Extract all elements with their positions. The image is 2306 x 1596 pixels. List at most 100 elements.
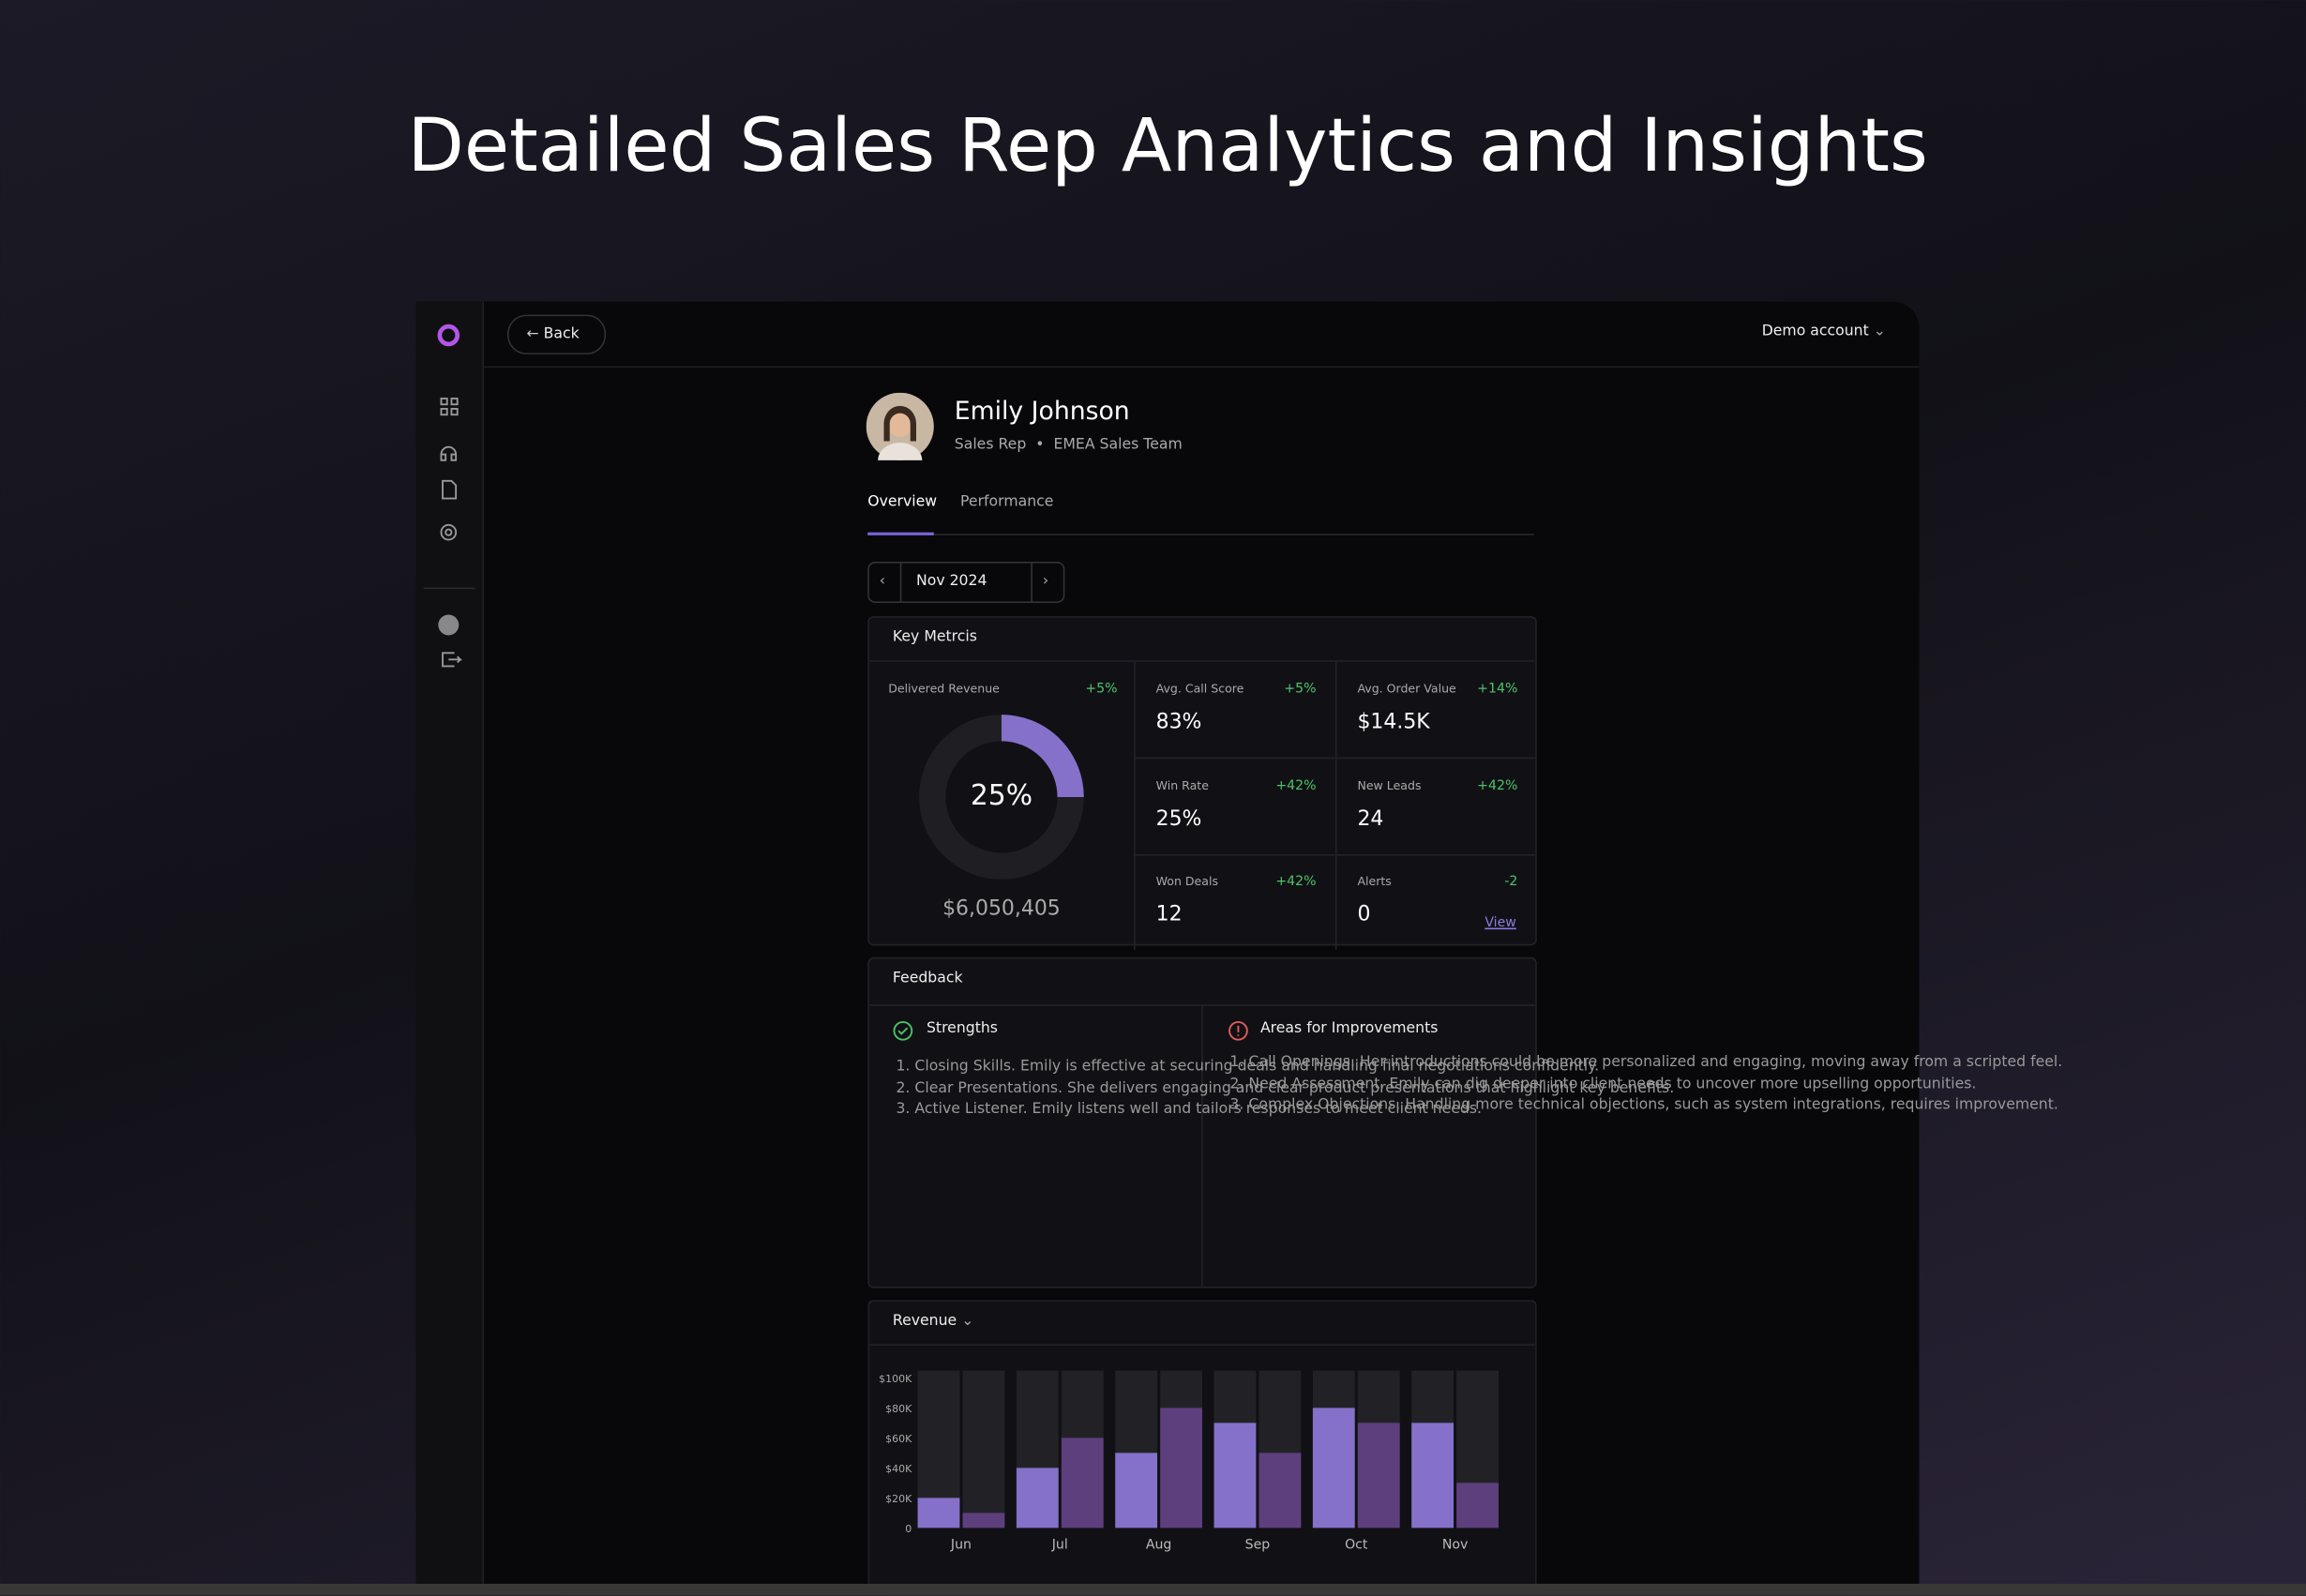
- feedback-item: Call Openings. Her introductions could b…: [1248, 1053, 2062, 1075]
- period[interactable]: Nov 2024: [915, 573, 987, 590]
- metric-cell: Won Deals +42% 12: [1134, 854, 1335, 951]
- metric-label: Alerts: [1357, 875, 1392, 889]
- metric-label: Avg. Call Score: [1155, 682, 1244, 696]
- metric-label: Avg. Order Value: [1357, 682, 1456, 696]
- y-tick-label: $40K: [885, 1463, 912, 1475]
- feedback-item: Need Assessment. Emily can dig deeper in…: [1248, 1075, 1976, 1096]
- bottom-bar: [0, 1583, 2306, 1596]
- bar: [1411, 1423, 1454, 1528]
- metric-value: 0: [1357, 902, 1371, 926]
- metric-change: +42%: [1275, 875, 1317, 890]
- bar: [1259, 1453, 1302, 1528]
- bar: [1312, 1408, 1355, 1528]
- metric-change: +14%: [1477, 682, 1518, 698]
- bar: [917, 1498, 960, 1528]
- metric-value: 83%: [1155, 710, 1202, 734]
- tab-divider: [867, 534, 1534, 535]
- bar: [1016, 1468, 1059, 1528]
- metric-cell: Win Rate +42% 25%: [1134, 758, 1335, 855]
- view-link[interactable]: View: [1485, 915, 1516, 931]
- check-icon: [893, 1020, 913, 1041]
- metric-label: Won Deals: [1155, 875, 1218, 889]
- team: EMEA Sales Team: [1053, 436, 1183, 454]
- profile-name: Emily Johnson: [954, 397, 1130, 427]
- back-label: Back: [543, 326, 580, 343]
- feedback-item: Complex Objections. Handling more techni…: [1248, 1095, 2057, 1117]
- x-tick-label: Oct: [1345, 1537, 1368, 1552]
- x-tick-label: Nov: [1442, 1537, 1469, 1552]
- user-icon[interactable]: [438, 614, 460, 636]
- metric-change: +42%: [1477, 778, 1518, 794]
- dashboard-icon[interactable]: [440, 398, 448, 406]
- metric-change: +5%: [1085, 682, 1118, 698]
- metric-label: Delivered Revenue: [888, 682, 1000, 696]
- y-tick-label: $80K: [885, 1403, 912, 1415]
- metric-cell: Avg. Order Value +14% $14.5K: [1334, 661, 1537, 760]
- y-tick-label: $20K: [885, 1493, 912, 1505]
- feedback-item: Active Listener. Emily listens well and …: [914, 1100, 1482, 1122]
- revenue-chart: 0 $20K $40K $60K $80K $100K Jun Jul Aug Sep Oct Nov: [879, 1370, 1499, 1552]
- account-menu[interactable]: Demo account ⌄: [1761, 324, 1886, 340]
- metric-value: 25%: [1155, 806, 1202, 831]
- donut-label: 25%: [970, 779, 1033, 812]
- prev[interactable]: ‹: [879, 573, 886, 590]
- tab-active[interactable]: Overview: [867, 493, 938, 511]
- role: Sales Rep: [954, 436, 1027, 454]
- back-button[interactable]: ← Back: [507, 314, 607, 354]
- x-tick-label: Aug: [1146, 1537, 1172, 1552]
- metric-value: $14.5K: [1357, 710, 1430, 734]
- card-title: Key Metrcis: [892, 629, 977, 646]
- bar: [1115, 1453, 1158, 1528]
- strengths-title: Strengths: [926, 1020, 998, 1037]
- metric-change: +5%: [1284, 682, 1317, 698]
- tab[interactable]: Performance: [960, 493, 1054, 511]
- settings-icon[interactable]: [440, 523, 458, 541]
- strengths-list: Closing Skills. Emily is effective at se…: [891, 1058, 1674, 1122]
- feedback-item: Closing Skills. Emily is effective at se…: [914, 1058, 1599, 1079]
- donut-arc: [1001, 715, 1084, 798]
- sidebar: [415, 301, 484, 1584]
- improvements-title: Areas for Improvements: [1259, 1020, 1439, 1037]
- key-metrics-card: Key Metrcis Delivered Revenue +5% 25% $6…: [867, 616, 1537, 951]
- logo[interactable]: [437, 324, 460, 347]
- calls-icon[interactable]: [440, 445, 458, 461]
- avatar: [866, 392, 934, 460]
- chart-title-text: Revenue: [892, 1313, 957, 1330]
- logout-icon[interactable]: [442, 652, 463, 668]
- metric-change: +42%: [1275, 778, 1317, 794]
- metric-change: -2: [1504, 875, 1518, 890]
- bar: [1061, 1438, 1104, 1528]
- y-tick-label: $100K: [879, 1373, 912, 1385]
- bar: [1357, 1423, 1400, 1528]
- period-picker: ‹ Nov 2024 ›: [867, 562, 1065, 603]
- delivered-amount: $6,050,405: [942, 896, 1061, 921]
- feedback-card: Feedback Strengths Closing Skills. Emily…: [867, 956, 2062, 1288]
- y-tick-label: 0: [905, 1523, 912, 1535]
- bar-track: [962, 1370, 1005, 1528]
- metric-cell: Avg. Call Score +5% 83%: [1134, 661, 1335, 760]
- alert-icon: [1228, 1020, 1248, 1041]
- card-title: Feedback: [892, 971, 963, 987]
- metric-value: 24: [1357, 806, 1384, 831]
- metric-cell: Alerts -2 0 View: [1334, 854, 1537, 951]
- y-tick-label: $60K: [885, 1433, 912, 1445]
- chart-title[interactable]: Revenue ⌄: [892, 1313, 974, 1330]
- reports-icon[interactable]: [442, 479, 458, 500]
- feedback-item: Clear Presentations. She delivers engagi…: [914, 1078, 1674, 1100]
- tab-indicator: [867, 532, 934, 535]
- metric-cell: New Leads +42% 24: [1334, 758, 1537, 855]
- x-tick-label: Jul: [1051, 1537, 1068, 1552]
- bar: [1456, 1483, 1499, 1528]
- metric-label: Win Rate: [1155, 778, 1209, 792]
- metric-label: New Leads: [1357, 778, 1422, 792]
- bar: [1213, 1423, 1257, 1528]
- donut: [919, 715, 1084, 880]
- metric-value: 12: [1155, 902, 1183, 926]
- x-tick-label: Jun: [950, 1537, 972, 1552]
- next[interactable]: ›: [1042, 573, 1049, 590]
- page-title: Detailed Sales Rep Analytics and Insight…: [407, 102, 1928, 188]
- account-label: Demo account: [1761, 324, 1869, 340]
- improvements-list: Call Openings. Her introductions could b…: [1225, 1053, 2062, 1117]
